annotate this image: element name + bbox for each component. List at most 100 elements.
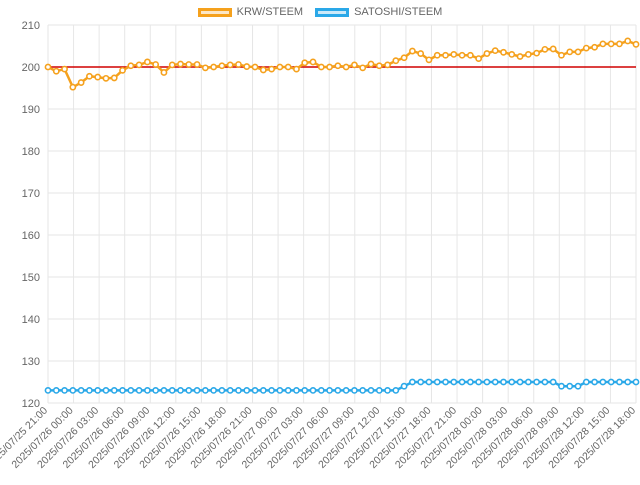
legend-swatch-satoshi-steem — [315, 7, 350, 17]
data-point-krw-steem — [351, 61, 358, 69]
data-point-satoshi-steem — [69, 386, 77, 394]
data-point-krw-steem — [400, 54, 408, 62]
data-point-satoshi-steem — [533, 378, 541, 386]
data-point-satoshi-steem — [276, 386, 284, 394]
data-point-krw-steem — [226, 61, 234, 69]
data-point-satoshi-steem — [259, 386, 267, 394]
data-point-krw-steem — [549, 45, 557, 53]
data-point-krw-steem — [624, 37, 632, 45]
data-point-krw-steem — [599, 40, 607, 48]
data-point-krw-steem — [367, 60, 375, 68]
data-point-satoshi-steem — [127, 386, 135, 394]
data-point-krw-steem — [442, 51, 449, 59]
y-tick-label: 150 — [22, 272, 40, 284]
y-tick-label: 210 — [22, 20, 40, 32]
data-point-satoshi-steem — [359, 386, 367, 394]
data-point-satoshi-steem — [317, 386, 325, 394]
data-point-krw-steem — [210, 63, 218, 71]
data-point-krw-steem — [135, 61, 143, 69]
data-point-satoshi-steem — [541, 378, 549, 386]
data-point-krw-steem — [425, 56, 433, 64]
y-tick-label: 120 — [22, 398, 40, 410]
data-point-krw-steem — [334, 62, 342, 70]
data-point-satoshi-steem — [177, 386, 184, 394]
data-point-krw-steem — [301, 59, 309, 67]
data-point-satoshi-steem — [119, 386, 126, 394]
y-tick-label: 190 — [22, 104, 40, 116]
data-point-satoshi-steem — [466, 378, 474, 386]
data-point-satoshi-steem — [301, 386, 309, 394]
data-point-satoshi-steem — [500, 378, 507, 386]
data-point-krw-steem — [475, 55, 483, 62]
data-point-satoshi-steem — [591, 378, 598, 386]
data-point-krw-steem — [284, 63, 292, 71]
y-tick-label: 180 — [22, 146, 40, 158]
data-point-satoshi-steem — [309, 386, 317, 394]
legend-label-satoshi-steem: SATOSHI/STEEM — [354, 6, 443, 18]
data-point-krw-steem — [243, 63, 251, 70]
data-point-krw-steem — [450, 51, 458, 58]
data-point-satoshi-steem — [86, 386, 93, 394]
data-point-krw-steem — [359, 64, 367, 72]
data-point-satoshi-steem — [168, 386, 176, 394]
data-point-krw-steem — [616, 40, 623, 48]
data-point-satoshi-steem — [334, 386, 342, 394]
data-point-krw-steem — [127, 62, 135, 70]
data-point-krw-steem — [591, 43, 598, 51]
data-point-satoshi-steem — [582, 378, 590, 386]
data-point-krw-steem — [309, 58, 317, 66]
y-tick-label: 170 — [22, 188, 40, 200]
data-point-krw-steem — [375, 62, 383, 70]
data-point-satoshi-steem — [566, 382, 574, 390]
data-point-krw-steem — [458, 51, 466, 59]
data-point-krw-steem — [408, 47, 416, 55]
data-point-krw-steem — [185, 61, 193, 68]
data-point-krw-steem — [417, 50, 425, 57]
data-point-satoshi-steem — [392, 386, 400, 394]
data-point-krw-steem — [268, 65, 276, 73]
data-point-satoshi-steem — [268, 386, 276, 394]
data-point-satoshi-steem — [210, 386, 218, 394]
data-point-satoshi-steem — [61, 386, 68, 394]
data-point-krw-steem — [44, 63, 52, 71]
data-point-krw-steem — [235, 61, 242, 68]
data-point-satoshi-steem — [400, 382, 408, 390]
data-point-satoshi-steem — [417, 378, 425, 386]
data-point-krw-steem — [52, 67, 60, 75]
y-tick-label: 130 — [22, 356, 40, 368]
data-point-satoshi-steem — [152, 386, 160, 394]
data-point-satoshi-steem — [442, 378, 449, 386]
data-point-krw-steem — [317, 63, 325, 71]
data-point-satoshi-steem — [77, 386, 85, 394]
data-point-satoshi-steem — [44, 386, 52, 394]
data-point-satoshi-steem — [384, 386, 391, 394]
legend-item-krw-steem[interactable]: KRW/STEEM — [197, 6, 303, 18]
data-point-krw-steem — [574, 48, 582, 56]
data-point-satoshi-steem — [599, 378, 607, 386]
data-point-krw-steem — [218, 62, 226, 70]
data-point-krw-steem — [177, 60, 184, 68]
data-point-satoshi-steem — [458, 378, 466, 386]
data-point-satoshi-steem — [574, 382, 582, 390]
data-point-satoshi-steem — [226, 386, 234, 394]
data-point-satoshi-steem — [491, 378, 499, 386]
data-point-krw-steem — [491, 47, 499, 55]
data-point-krw-steem — [524, 51, 532, 58]
data-point-krw-steem — [384, 61, 391, 69]
data-point-krw-steem — [632, 40, 640, 48]
data-point-satoshi-steem — [218, 386, 226, 394]
legend-swatch-krw-steem — [197, 7, 232, 17]
data-point-satoshi-steem — [425, 378, 433, 386]
data-point-krw-steem — [607, 40, 615, 48]
legend-item-satoshi-steem[interactable]: SATOSHI/STEEM — [315, 6, 442, 18]
data-point-krw-steem — [94, 73, 102, 81]
data-point-satoshi-steem — [558, 382, 565, 390]
data-point-satoshi-steem — [516, 378, 524, 386]
data-point-krw-steem — [433, 51, 441, 59]
data-point-satoshi-steem — [524, 378, 532, 386]
data-point-krw-steem — [466, 51, 474, 59]
data-point-krw-steem — [152, 61, 160, 68]
y-tick-label: 160 — [22, 230, 40, 242]
